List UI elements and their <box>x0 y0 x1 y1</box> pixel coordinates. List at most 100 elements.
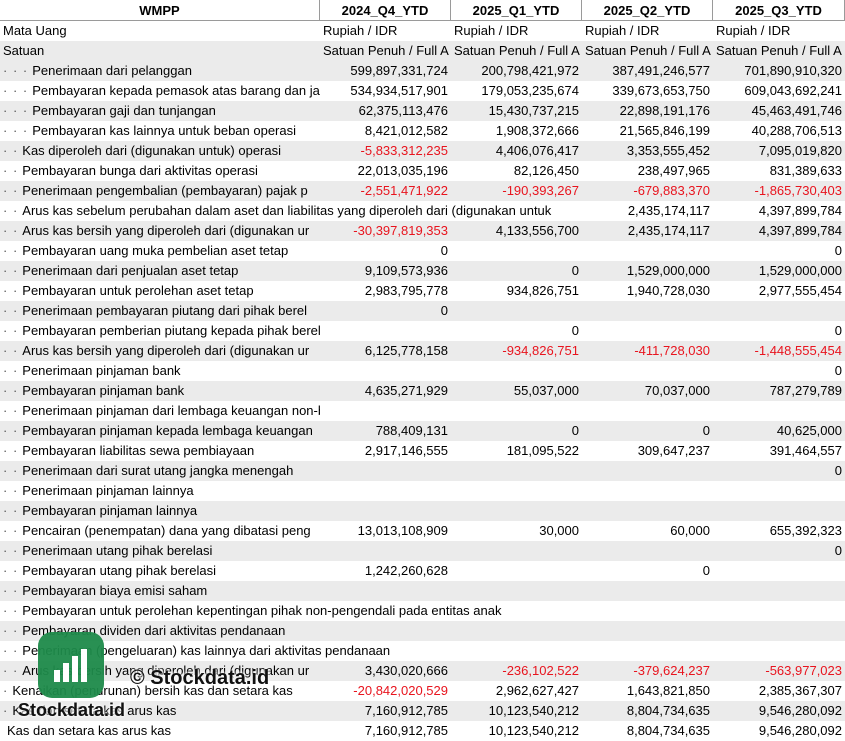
value-cell[interactable]: 22,898,191,176 <box>619 103 710 118</box>
value-cell[interactable] <box>320 621 451 641</box>
value-cell[interactable] <box>713 301 845 321</box>
value-cell[interactable]: -20,842,020,529 <box>353 683 448 698</box>
value-cell[interactable] <box>582 321 713 341</box>
meta-cell[interactable]: Rupiah / IDR <box>716 23 791 38</box>
value-cell[interactable] <box>451 501 582 521</box>
value-cell[interactable] <box>451 241 582 261</box>
value-cell[interactable] <box>582 461 713 481</box>
value-cell[interactable]: 45,463,491,746 <box>751 103 842 118</box>
value-cell[interactable] <box>582 301 713 321</box>
value-cell[interactable]: -679,883,370 <box>633 183 710 198</box>
value-cell[interactable]: 788,409,131 <box>375 423 448 438</box>
value-cell[interactable] <box>582 641 713 661</box>
row-label[interactable]: · · Pembayaran pemberian piutang kepada p… <box>0 321 320 341</box>
meta-cell[interactable]: Satuan Penuh / Full A <box>585 43 711 58</box>
value-cell[interactable]: 8,804,734,635 <box>626 723 710 738</box>
value-cell[interactable]: 2,917,146,555 <box>364 443 448 458</box>
value-cell[interactable]: 10,123,540,212 <box>488 703 579 718</box>
value-cell[interactable]: -379,624,237 <box>633 663 710 678</box>
value-cell[interactable]: 13,013,108,909 <box>357 523 448 538</box>
meta-cell[interactable]: Rupiah / IDR <box>585 23 660 38</box>
meta-cell[interactable]: Satuan Penuh / Full A <box>323 43 449 58</box>
value-cell[interactable] <box>451 621 582 641</box>
value-cell[interactable]: -30,397,819,353 <box>353 223 448 238</box>
row-label[interactable]: · · Pembayaran untuk perolehan kepentinga… <box>0 601 582 621</box>
row-label[interactable]: · · Pembayaran liabilitas sewa pembiayaan <box>0 441 320 461</box>
value-cell[interactable] <box>320 361 451 381</box>
value-cell[interactable]: 655,392,323 <box>769 523 842 538</box>
value-cell[interactable]: 0 <box>834 243 842 258</box>
value-cell[interactable] <box>320 501 451 521</box>
value-cell[interactable]: 40,288,706,513 <box>751 123 842 138</box>
value-cell[interactable]: -5,833,312,235 <box>360 143 448 158</box>
row-label[interactable]: · · Pembayaran untuk perolehan aset tetap <box>0 281 320 301</box>
value-cell[interactable] <box>451 541 582 561</box>
value-cell[interactable]: 1,908,372,666 <box>495 123 579 138</box>
value-cell[interactable] <box>582 481 713 501</box>
value-cell[interactable]: 0 <box>834 543 842 558</box>
value-cell[interactable] <box>582 581 713 601</box>
row-label[interactable]: · · · Penerimaan dari pelanggan <box>0 61 320 81</box>
value-cell[interactable]: 0 <box>834 363 842 378</box>
value-cell[interactable]: 9,546,280,092 <box>758 723 842 738</box>
value-cell[interactable] <box>451 581 582 601</box>
value-cell[interactable]: 3,430,020,666 <box>364 663 448 678</box>
value-cell[interactable]: 609,043,692,241 <box>744 83 842 98</box>
value-cell[interactable] <box>713 561 845 581</box>
value-cell[interactable]: 391,464,557 <box>769 443 842 458</box>
value-cell[interactable]: 8,421,012,582 <box>364 123 448 138</box>
value-cell[interactable]: 701,890,910,320 <box>744 63 842 78</box>
value-cell[interactable]: 0 <box>571 323 579 338</box>
value-cell[interactable]: 2,435,174,117 <box>627 203 710 218</box>
row-label[interactable]: · · Arus kas bersih yang diperoleh dari (… <box>0 221 320 241</box>
value-cell[interactable] <box>320 541 451 561</box>
value-cell[interactable] <box>582 541 713 561</box>
row-label[interactable]: · · · Pembayaran kas lainnya untuk beban … <box>0 121 320 141</box>
value-cell[interactable]: 3,353,555,452 <box>626 143 710 158</box>
row-label[interactable]: · · Pembayaran pinjaman kepada lembaga ke… <box>0 421 320 441</box>
value-cell[interactable]: 339,673,653,750 <box>612 83 710 98</box>
value-cell[interactable]: 4,397,899,784 <box>758 223 842 238</box>
value-cell[interactable]: 8,804,734,635 <box>626 703 710 718</box>
row-label[interactable]: · · Pencairan (penempatan) dana yang diba… <box>0 521 320 541</box>
row-label[interactable]: · · Penerimaan (pengeluaran) kas lainnya … <box>0 641 582 661</box>
value-cell[interactable]: 2,435,174,117 <box>627 223 710 238</box>
value-cell[interactable] <box>320 481 451 501</box>
value-cell[interactable] <box>713 501 845 521</box>
header-col-4[interactable]: 2025_Q3_YTD <box>713 0 845 21</box>
meta-cell[interactable]: Satuan Penuh / Full A <box>716 43 842 58</box>
value-cell[interactable]: 0 <box>834 323 842 338</box>
value-cell[interactable]: 238,497,965 <box>637 163 710 178</box>
meta-cell[interactable]: Rupiah / IDR <box>454 23 529 38</box>
value-cell[interactable] <box>451 401 582 421</box>
value-cell[interactable]: 2,983,795,778 <box>364 283 448 298</box>
value-cell[interactable]: 2,385,367,307 <box>758 683 842 698</box>
row-label[interactable]: · · · Pembayaran kepada pemasok atas bara… <box>0 81 320 101</box>
value-cell[interactable] <box>582 501 713 521</box>
value-cell[interactable]: 0 <box>571 423 579 438</box>
value-cell[interactable]: 9,109,573,936 <box>364 263 448 278</box>
value-cell[interactable]: 0 <box>702 423 710 438</box>
meta-label[interactable]: Mata Uang <box>3 23 67 38</box>
value-cell[interactable]: 9,546,280,092 <box>758 703 842 718</box>
value-cell[interactable]: 4,635,271,929 <box>364 383 448 398</box>
value-cell[interactable] <box>320 461 451 481</box>
value-cell[interactable] <box>320 581 451 601</box>
value-cell[interactable]: 0 <box>702 563 710 578</box>
row-label[interactable]: · · Pembayaran utang pihak berelasi <box>0 561 320 581</box>
row-label[interactable]: · · Pembayaran bunga dari aktivitas opera… <box>0 161 320 181</box>
row-label[interactable]: · · Penerimaan utang pihak berelasi <box>0 541 320 561</box>
value-cell[interactable]: 181,095,522 <box>506 443 579 458</box>
header-ticker[interactable]: WMPP <box>0 0 320 21</box>
value-cell[interactable]: 40,625,000 <box>776 423 842 438</box>
row-label[interactable]: · Kas dan setara kas arus kas <box>0 701 320 721</box>
row-label[interactable]: Kas dan setara kas arus kas <box>0 721 320 741</box>
value-cell[interactable]: 4,397,899,784 <box>758 203 842 218</box>
value-cell[interactable]: 831,389,633 <box>769 163 842 178</box>
value-cell[interactable]: 200,798,421,972 <box>481 63 579 78</box>
value-cell[interactable]: -563,977,023 <box>765 663 842 678</box>
row-label[interactable]: · · Penerimaan dari surat utang jangka me… <box>0 461 320 481</box>
value-cell[interactable] <box>713 641 845 661</box>
value-cell[interactable]: 2,977,555,454 <box>758 283 842 298</box>
value-cell[interactable] <box>713 581 845 601</box>
